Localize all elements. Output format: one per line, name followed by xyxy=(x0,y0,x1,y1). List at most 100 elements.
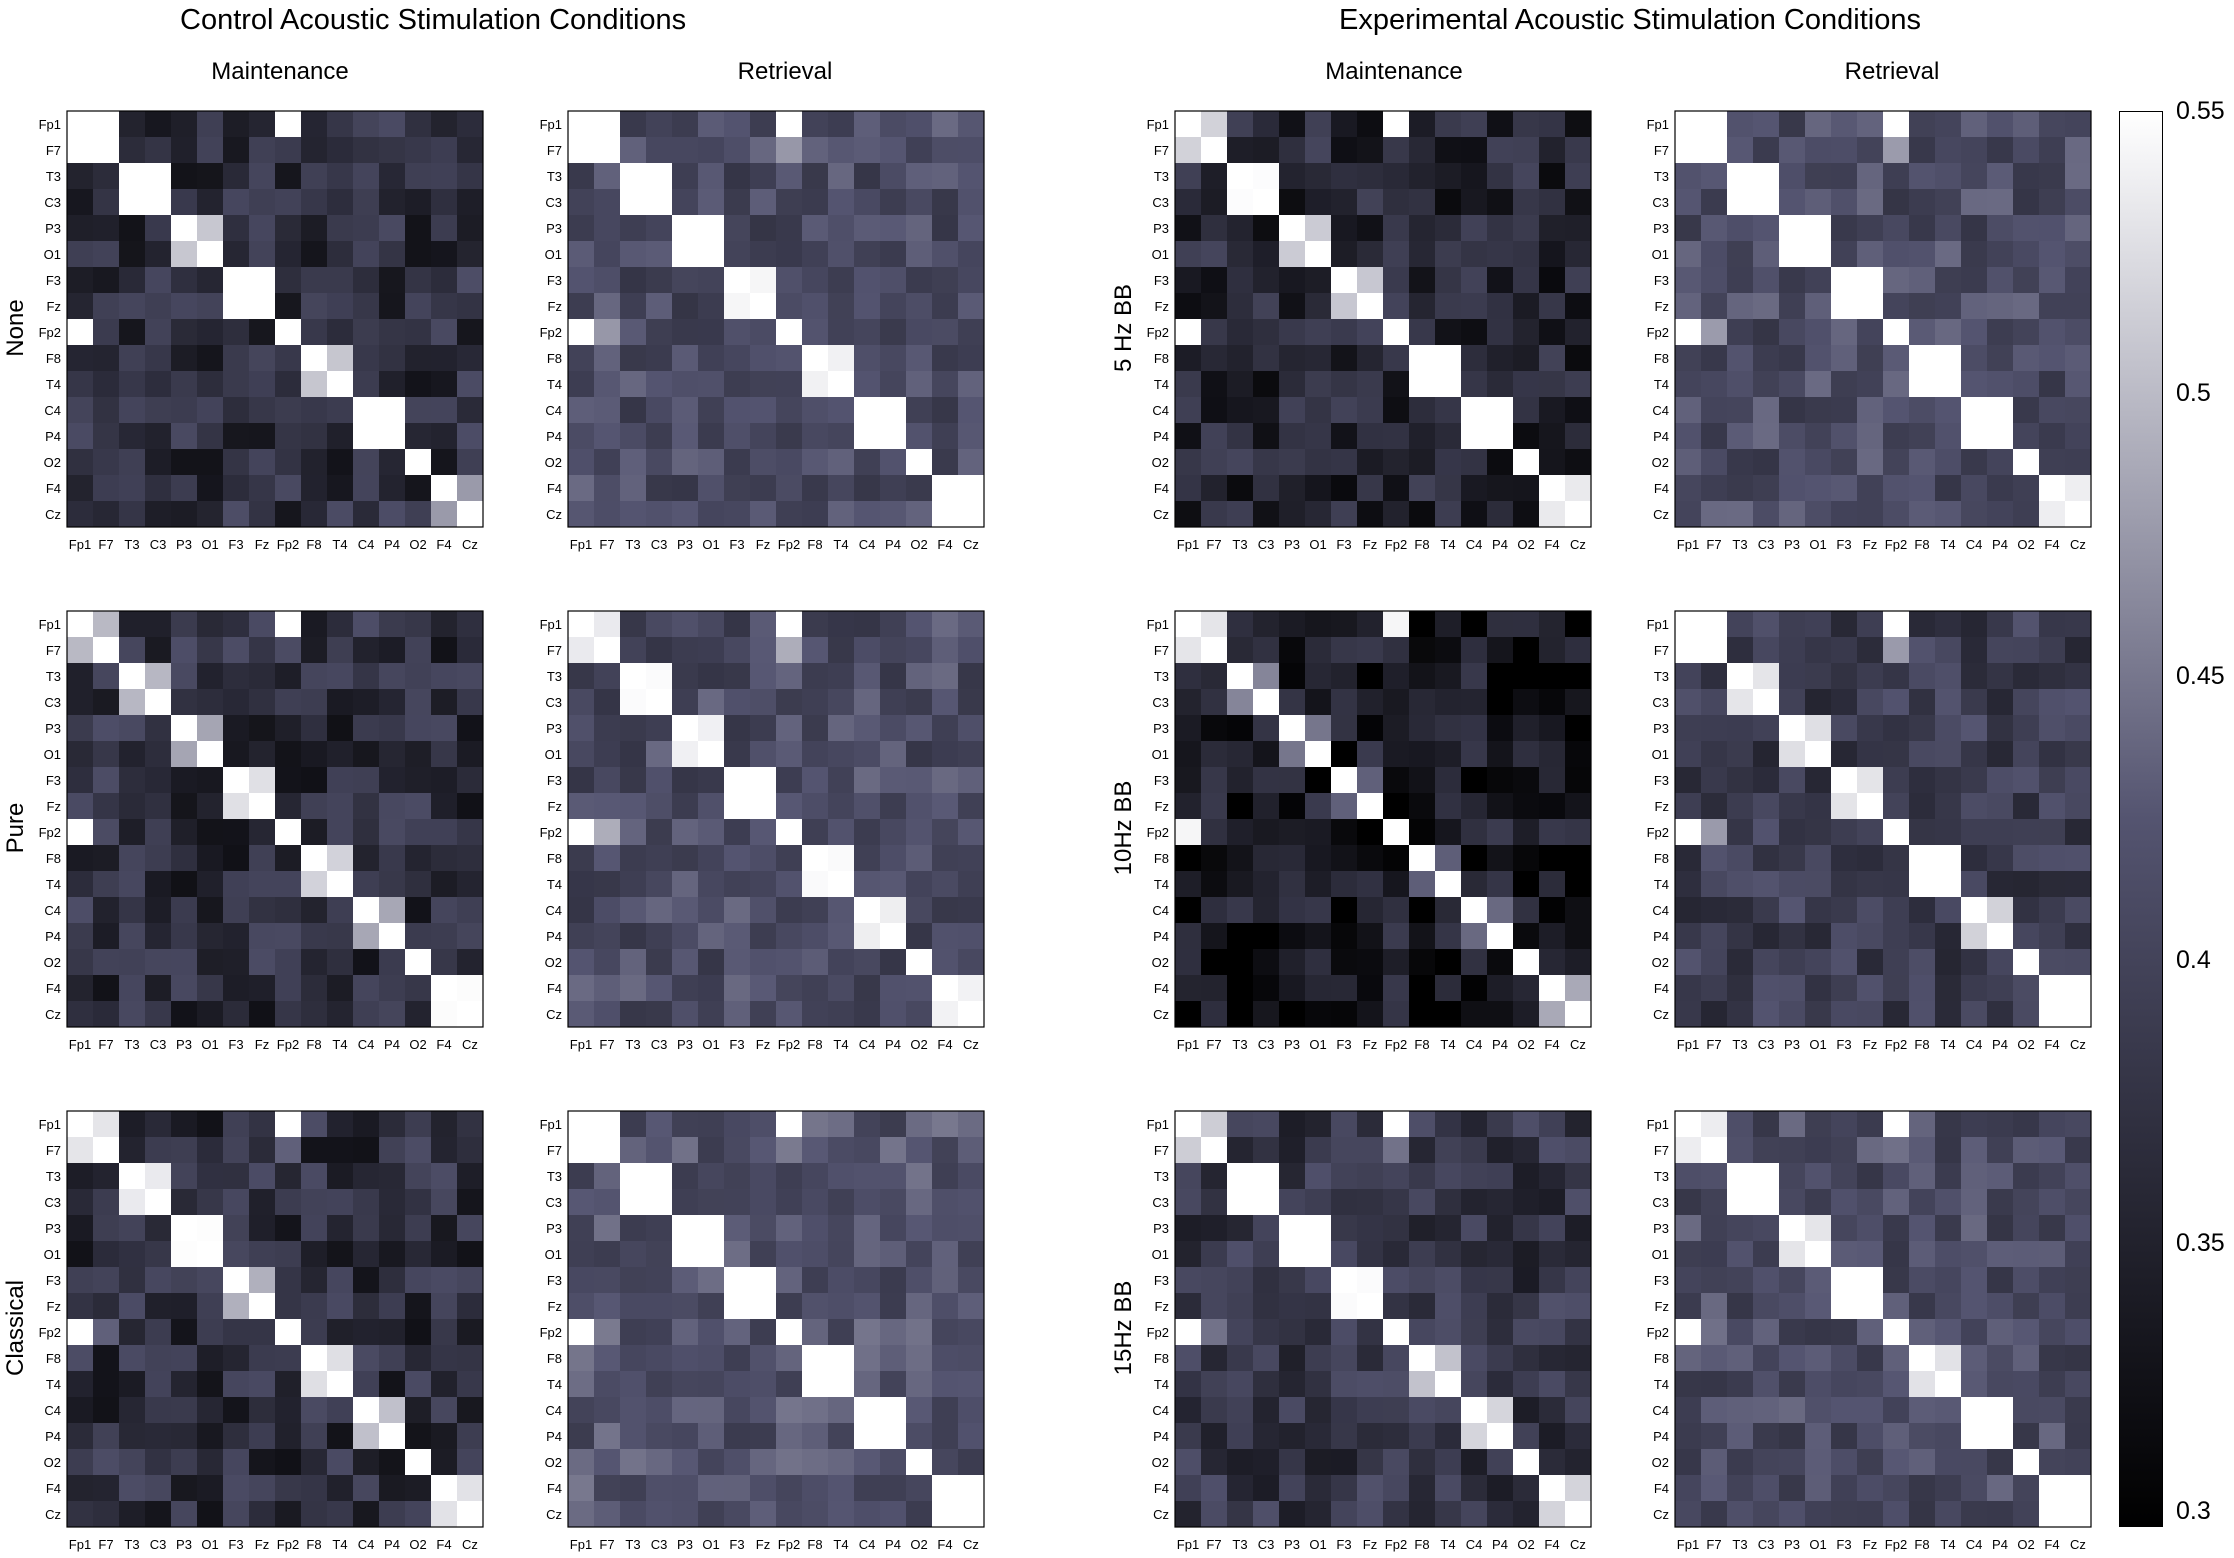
heatmap-cell xyxy=(958,845,985,872)
heatmap-cell xyxy=(568,371,595,398)
heatmap-cell xyxy=(1513,1501,1540,1528)
heatmap-cell xyxy=(1357,1345,1384,1372)
heatmap-cell xyxy=(594,975,621,1002)
heatmap-cell xyxy=(1253,137,1280,164)
y-tick-label: O2 xyxy=(44,1455,61,1470)
y-tick-label: T4 xyxy=(1154,1377,1169,1392)
x-tick-label: P3 xyxy=(176,1037,192,1052)
heatmap-cell xyxy=(405,215,432,242)
heatmap-cell xyxy=(275,819,302,846)
heatmap-cell xyxy=(223,897,250,924)
heatmap-cell xyxy=(171,397,198,424)
heatmap-cell xyxy=(1961,241,1988,268)
heatmap-cell xyxy=(171,293,198,320)
heatmap-cell xyxy=(2013,1449,2040,1476)
heatmap-cell xyxy=(1383,1475,1410,1502)
heatmap-cell xyxy=(145,923,172,950)
heatmap-cell xyxy=(594,845,621,872)
heatmap-cell xyxy=(1409,715,1436,742)
heatmap-cell xyxy=(1409,163,1436,190)
heatmap-cell xyxy=(854,1137,881,1164)
y-tick-label: Cz xyxy=(1153,507,1169,522)
heatmap-cell xyxy=(1201,137,1228,164)
heatmap-cell xyxy=(1961,1293,1988,1320)
heatmap-cell xyxy=(1961,137,1988,164)
heatmap-cell xyxy=(2013,501,2040,528)
heatmap-cell xyxy=(880,1475,907,1502)
heatmap-cell xyxy=(1935,189,1962,216)
heatmap-cell xyxy=(93,1163,120,1190)
x-tick-label: F8 xyxy=(1414,1537,1429,1552)
heatmap-cell xyxy=(1675,949,1702,976)
heatmap-cell xyxy=(327,1267,354,1294)
heatmap-cell xyxy=(301,1371,328,1398)
heatmap-cell xyxy=(1305,319,1332,346)
heatmap-cell xyxy=(1331,371,1358,398)
heatmap-cell xyxy=(379,449,406,476)
heatmap-cell xyxy=(1935,611,1962,638)
heatmap-cell xyxy=(2013,689,2040,716)
heatmap-cell xyxy=(1701,1397,1728,1424)
heatmap-cell xyxy=(119,1241,146,1268)
heatmap-cell xyxy=(1701,611,1728,638)
heatmap-cell xyxy=(568,1501,595,1528)
heatmap-cell xyxy=(1331,819,1358,846)
heatmap-cell xyxy=(1805,241,1832,268)
heatmap-cell xyxy=(145,741,172,768)
heatmap-cell xyxy=(594,1319,621,1346)
heatmap-cell xyxy=(301,949,328,976)
heatmap-cell xyxy=(2013,1163,2040,1190)
heatmap-cell xyxy=(1487,189,1514,216)
heatmap-cell xyxy=(1487,767,1514,794)
heatmap-cell xyxy=(1779,345,1806,372)
heatmap-cell xyxy=(1727,293,1754,320)
heatmap-cell xyxy=(1935,397,1962,424)
heatmap-cell xyxy=(1461,267,1488,294)
heatmap-cell xyxy=(2065,1293,2092,1320)
heatmap-cell xyxy=(405,137,432,164)
heatmap-cell xyxy=(119,1111,146,1138)
heatmap-cell xyxy=(880,1371,907,1398)
heatmap-cell xyxy=(1409,449,1436,476)
heatmap-cell xyxy=(2039,1319,2066,1346)
heatmap-cell xyxy=(1909,949,1936,976)
heatmap-cell xyxy=(672,715,699,742)
heatmap-cell xyxy=(906,319,933,346)
heatmap-cell xyxy=(828,1449,855,1476)
heatmap-cell xyxy=(1175,1111,1202,1138)
heatmap-cell xyxy=(2013,637,2040,664)
y-tick-label: F3 xyxy=(46,273,61,288)
x-tick-label: C3 xyxy=(1758,1037,1775,1052)
y-tick-label: F3 xyxy=(46,1273,61,1288)
heatmap-cell xyxy=(1539,267,1566,294)
x-tick-label: F4 xyxy=(937,537,952,552)
heatmap-cell xyxy=(2065,1163,2092,1190)
heatmap-cell xyxy=(724,1371,751,1398)
heatmap-cell xyxy=(223,1449,250,1476)
heatmap-cell xyxy=(802,1111,829,1138)
heatmap-cell xyxy=(1701,923,1728,950)
y-tick-label: T4 xyxy=(1654,1377,1669,1392)
heatmap-cell xyxy=(1279,793,1306,820)
heatmap-cell xyxy=(880,1449,907,1476)
heatmap-cell xyxy=(1539,1501,1566,1528)
heatmap-cell xyxy=(594,501,621,528)
heatmap-cell xyxy=(1961,345,1988,372)
heatmap-cell xyxy=(828,371,855,398)
heatmap-cell xyxy=(1435,871,1462,898)
heatmap-border xyxy=(1174,610,1592,1028)
x-tick-label: Fp1 xyxy=(69,1537,91,1552)
heatmap-cell xyxy=(880,923,907,950)
heatmap-cell xyxy=(776,663,803,690)
heatmap-cell xyxy=(698,345,725,372)
heatmap-cell xyxy=(1435,793,1462,820)
heatmap-cell xyxy=(119,1163,146,1190)
heatmap-cell xyxy=(620,793,647,820)
heatmap-cell xyxy=(1565,1293,1592,1320)
heatmap-cell xyxy=(1201,1319,1228,1346)
heatmap-cell xyxy=(1487,345,1514,372)
y-tick-label: O2 xyxy=(1152,455,1169,470)
heatmap-cell xyxy=(1779,189,1806,216)
heatmap-cell xyxy=(405,897,432,924)
heatmap-cell xyxy=(93,1137,120,1164)
